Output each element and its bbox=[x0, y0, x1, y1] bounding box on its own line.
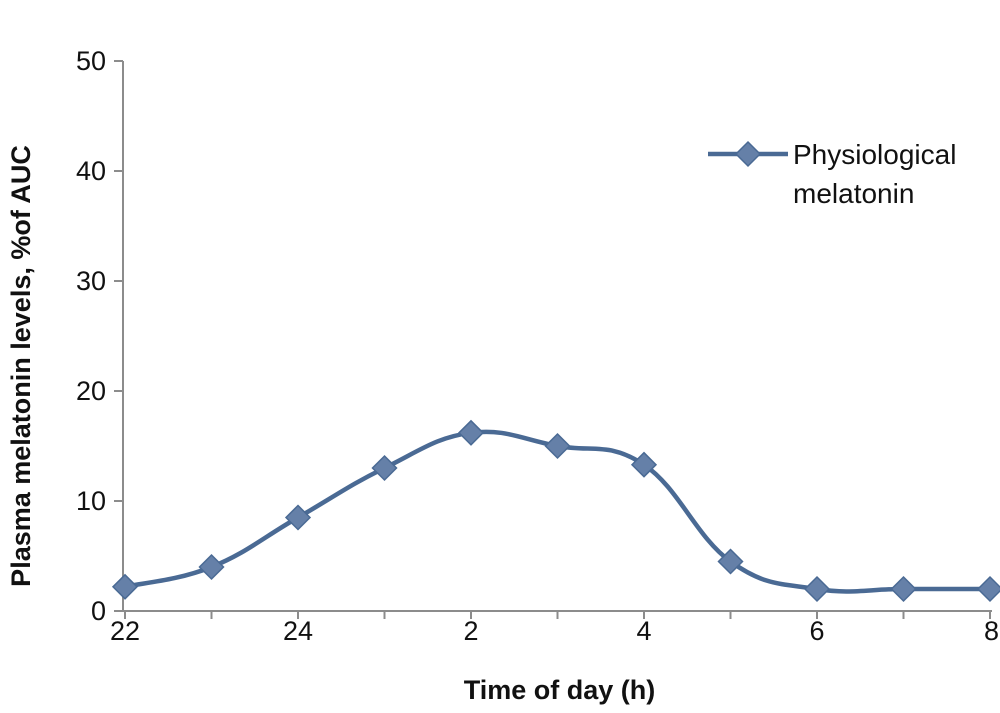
data-point-7 bbox=[890, 575, 917, 603]
x-axis: 22 24 2 4 6 8 bbox=[110, 610, 999, 646]
data-point-6 bbox=[803, 575, 831, 603]
x-tick-label-4: 4 bbox=[636, 616, 651, 646]
x-axis-title: Time of day (h) bbox=[464, 675, 656, 705]
y-tick-label-50: 50 bbox=[76, 46, 106, 76]
data-point-24 bbox=[284, 504, 312, 531]
data-point-5 bbox=[717, 548, 744, 575]
y-tick-label-30: 30 bbox=[76, 266, 106, 296]
data-point-23 bbox=[198, 553, 225, 581]
x-tick-label-8: 8 bbox=[984, 616, 999, 646]
x-tick-label-6: 6 bbox=[809, 616, 824, 646]
x-tick-label-22: 22 bbox=[110, 616, 140, 646]
data-point-4 bbox=[630, 451, 658, 478]
y-tick-label-0: 0 bbox=[91, 596, 106, 626]
data-point-22 bbox=[111, 573, 139, 600]
y-axis: 0 10 20 30 40 50 bbox=[76, 46, 124, 626]
y-tick-label-20: 20 bbox=[76, 376, 106, 406]
data-point-2 bbox=[457, 419, 485, 446]
data-point-8 bbox=[976, 575, 1000, 603]
legend-label-line-2: melatonin bbox=[793, 178, 914, 209]
x-tick-label-24: 24 bbox=[283, 616, 313, 646]
x-tick-label-2: 2 bbox=[463, 616, 478, 646]
data-point-1 bbox=[371, 454, 398, 482]
legend: Physiological melatonin bbox=[708, 139, 956, 209]
y-axis-title: Plasma melatonin levels, %of AUC bbox=[6, 145, 36, 587]
legend-label-line-1: Physiological bbox=[793, 139, 956, 170]
y-tick-label-10: 10 bbox=[76, 486, 106, 516]
data-point-3 bbox=[544, 432, 571, 460]
series-markers bbox=[111, 419, 1000, 603]
legend-marker-swatch bbox=[734, 140, 762, 168]
y-tick-label-40: 40 bbox=[76, 156, 106, 186]
